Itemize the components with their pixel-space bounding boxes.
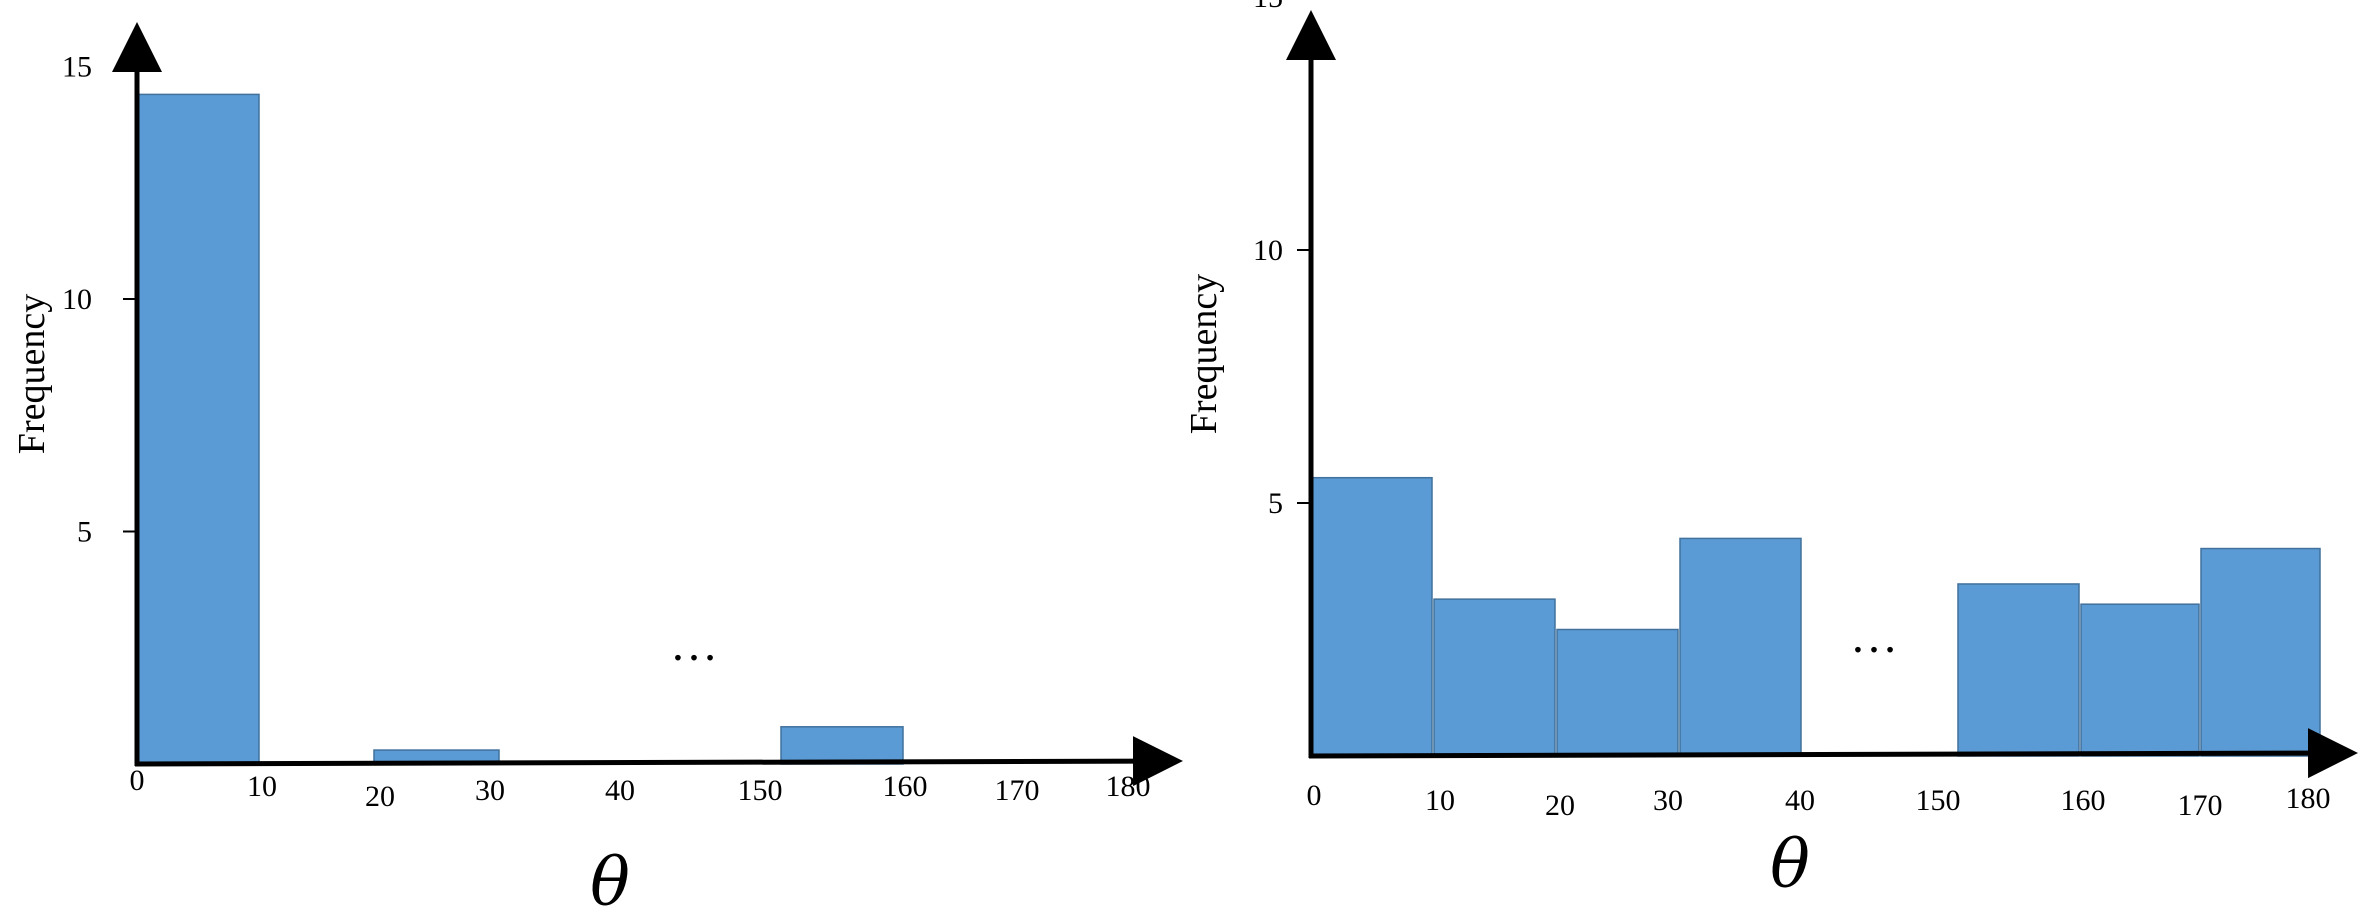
x-tick-label-40: 40 [1785, 784, 1815, 817]
bar-150–160 [1957, 583, 2080, 757]
bar-0–10 [136, 93, 260, 765]
x-tick-label-170: 170 [2178, 789, 2223, 822]
x-axis-label: θ [590, 844, 630, 921]
bar-30–40 [1679, 537, 1802, 757]
x-tick-label-160: 160 [883, 770, 928, 803]
x-tick-label-10: 10 [247, 770, 277, 803]
x-tick-label-30: 30 [1653, 784, 1683, 817]
x-tick-label-170: 170 [995, 774, 1040, 807]
x-tick-label-180: 180 [2286, 782, 2331, 815]
axis-break-ellipsis: … [670, 618, 724, 671]
axis-break-ellipsis: … [1850, 610, 1904, 663]
x-tick-label-20: 20 [365, 780, 395, 813]
x-tick-label-20: 20 [1545, 789, 1575, 822]
bar-160–170 [2080, 603, 2200, 757]
x-tick-label-150: 150 [738, 774, 783, 807]
y-tick-label-10: 10 [62, 283, 92, 316]
y-tick-label-15: 15 [62, 51, 92, 84]
x-axis-label: θ [1770, 826, 1810, 903]
x-tick-label-150: 150 [1916, 784, 1961, 817]
y-axis-label: Frequency [1183, 274, 1225, 434]
x-tick-label-180: 180 [1106, 770, 1151, 803]
x-axis [134, 736, 1183, 787]
bar-170–180 [2200, 547, 2321, 757]
bar-20–30 [1556, 628, 1679, 757]
histogram-right: 51015010203040150160170180Frequencyθ… [1183, 0, 2358, 903]
y-tick-label-10: 10 [1253, 234, 1283, 267]
x-tick-label-160: 160 [2061, 784, 2106, 817]
x-axis [1308, 728, 2358, 779]
bar-150–160 [780, 726, 904, 765]
y-axis-label: Frequency [11, 294, 53, 454]
x-tick-label-30: 30 [475, 774, 505, 807]
x-tick-label-0: 0 [1307, 779, 1322, 812]
y-tick-label-15: 15 [1253, 0, 1283, 14]
y-tick-label-5: 5 [77, 516, 92, 549]
bar-10–20 [1433, 598, 1556, 757]
x-tick-label-40: 40 [605, 774, 635, 807]
x-tick-label-10: 10 [1425, 784, 1455, 817]
y-tick-label-5: 5 [1268, 487, 1283, 520]
bar-0–10 [1310, 476, 1433, 757]
x-tick-label-0: 0 [130, 764, 145, 797]
